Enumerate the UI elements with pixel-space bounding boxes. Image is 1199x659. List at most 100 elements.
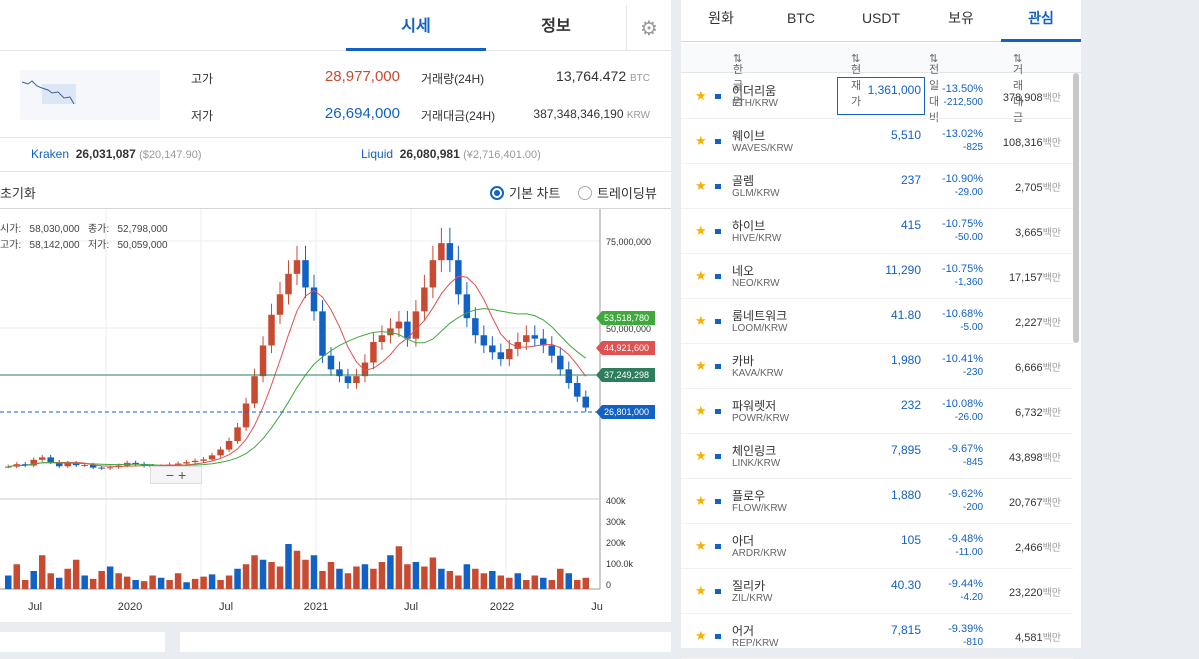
coin-change-pct: -9.39% <box>948 623 983 635</box>
candle <box>514 342 522 349</box>
list-item[interactable]: ★ 하이브 HIVE/KRW 415 -10.75% -50.00 3,665백만 <box>681 209 1073 254</box>
list-item[interactable]: ★ 네오 NEO/KRW 11,290 -10.75% -1,360 17,157백만 <box>681 254 1073 299</box>
volume-bar <box>531 575 539 589</box>
sort-price[interactable]: 현재가 ⇅ <box>851 53 862 108</box>
list-item[interactable]: ★ 웨이브 WAVES/KRW 5,510 -13.02% -825 108,316백만 <box>681 119 1073 164</box>
volume-bar <box>378 562 386 589</box>
star-icon[interactable]: ★ <box>695 448 707 463</box>
tab-favorites[interactable]: 관심 <box>1001 0 1081 42</box>
volume-bar <box>89 578 97 589</box>
sort-name[interactable]: 한글명 ⇅ <box>733 53 744 108</box>
coin-change: -212,500 <box>943 97 983 108</box>
sort-volume[interactable]: 거래대금 ⇅ <box>1013 53 1024 124</box>
star-icon[interactable]: ★ <box>695 223 707 238</box>
list-item[interactable]: ★ 골렘 GLM/KRW 237 -10.90% -29.00 2,705백만 <box>681 164 1073 209</box>
list-item[interactable]: ★ 질리카 ZIL/KRW 40.30 -9.44% -4.20 23,220백만 <box>681 569 1073 614</box>
candle <box>531 335 539 339</box>
coin-price: 5,510 <box>890 128 921 142</box>
coin-volume: 378,908백만 <box>1002 92 1061 104</box>
candle <box>523 335 530 343</box>
zoom-controls[interactable]: − + <box>150 466 202 484</box>
volume-bar <box>47 573 54 589</box>
exchange-liquid[interactable]: Liquid 26,080,981 (¥2,716,401.00) <box>361 147 541 161</box>
volume-bar <box>548 580 556 589</box>
tab-btc[interactable]: BTC <box>787 10 815 26</box>
star-icon[interactable]: ★ <box>695 583 707 598</box>
star-icon[interactable]: ★ <box>695 313 707 328</box>
star-icon[interactable]: ★ <box>695 88 707 103</box>
tab-krw[interactable]: 원화 <box>708 10 734 26</box>
list-item[interactable]: ★ 룸네트워크 LOOM/KRW 41.80 -10.68% -5.00 2,227백만 <box>681 299 1073 344</box>
star-icon[interactable]: ★ <box>695 178 707 193</box>
volume-bar <box>166 580 173 589</box>
coin-volume: 17,157백만 <box>1008 272 1061 284</box>
gear-icon[interactable]: ⚙ <box>626 5 671 51</box>
candle <box>89 464 97 468</box>
star-icon[interactable]: ★ <box>695 268 707 283</box>
tab-price[interactable]: 시세 <box>346 5 486 51</box>
coin-name: 하이브 <box>732 219 766 233</box>
volume-bar <box>327 562 335 589</box>
list-item[interactable]: ★ 체인링크 LINK/KRW 7,895 -9.67% -845 43,898백만 <box>681 434 1073 479</box>
star-icon[interactable]: ★ <box>695 358 707 373</box>
volume-bar <box>81 575 88 589</box>
coin-change-pct: -9.67% <box>948 443 983 455</box>
price-chart[interactable]: 75,000,000 50,000,000 400k 300k 200k 100.0k 0 J… <box>0 209 671 622</box>
volume-bar <box>200 576 207 589</box>
volume-bar <box>225 575 233 589</box>
coin-change: -825 <box>962 142 983 153</box>
x-tick-label: Jul <box>28 601 42 613</box>
star-icon[interactable]: ★ <box>695 133 707 148</box>
coin-volume: 20,767백만 <box>1008 497 1061 509</box>
coin-change-pct: -10.41% <box>942 353 983 365</box>
tab-usdt[interactable]: USDT <box>861 10 901 26</box>
coin-name: 골렘 <box>732 174 755 188</box>
chart-marker-icon <box>715 589 721 594</box>
list-item[interactable]: ★ 이더리움 ETH/KRW 1,361,000 -13.50% -212,500 378,… <box>681 74 1073 119</box>
star-icon[interactable]: ★ <box>695 403 707 418</box>
mini-chart <box>20 70 160 120</box>
sort-change[interactable]: 전일대비 ⇅ <box>929 53 940 124</box>
candle <box>438 243 445 261</box>
coin-change-pct: -9.44% <box>948 578 983 590</box>
candle <box>234 427 241 441</box>
volume-bar <box>149 575 156 589</box>
coin-change-pct: -9.62% <box>948 488 983 500</box>
chart-marker-icon <box>715 634 721 639</box>
volume-bar <box>285 544 292 589</box>
coin-change-pct: -13.50% <box>942 83 983 95</box>
volume-bar <box>21 580 29 589</box>
star-icon[interactable]: ★ <box>695 628 707 643</box>
tab-holdings[interactable]: 보유 <box>948 10 974 26</box>
bottom-panel-left <box>0 632 165 652</box>
reset-button[interactable]: 초기화 <box>0 186 36 201</box>
candle <box>387 328 394 336</box>
candle <box>38 457 46 460</box>
candle <box>293 260 301 274</box>
tab-info[interactable]: 정보 <box>541 18 571 35</box>
list-item[interactable]: ★ 파워렛저 POWR/KRW 232 -10.08% -26.00 6,732백만 <box>681 389 1073 434</box>
price-tag <box>596 341 655 355</box>
exchange-kraken[interactable]: Kraken 26,031,087 ($20,147.90) <box>31 147 202 161</box>
volume-bar <box>276 566 284 589</box>
chart-marker-icon <box>715 364 721 369</box>
option-basic-chart[interactable]: 기본 차트 <box>490 183 560 202</box>
candle <box>268 314 275 346</box>
price-tag <box>596 311 655 325</box>
scrollbar[interactable] <box>1073 73 1079 343</box>
coin-price: 1,980 <box>890 353 921 367</box>
candle <box>370 342 377 363</box>
star-icon[interactable]: ★ <box>695 538 707 553</box>
list-item[interactable]: ★ 카바 KAVA/KRW 1,980 -10.41% -230 6,666백만 <box>681 344 1073 389</box>
option-tradingview[interactable]: 트레이딩뷰 <box>578 183 657 202</box>
volume-tick-label: 400k <box>606 496 626 506</box>
coin-volume: 6,732백만 <box>1015 407 1061 419</box>
star-icon[interactable]: ★ <box>695 493 707 508</box>
market-tabs: 원화 BTC USDT 보유 관심 <box>681 0 1081 42</box>
list-item[interactable]: ★ 어거 REP/KRW 7,815 -9.39% -810 4,581백만 <box>681 614 1073 659</box>
list-item[interactable]: ★ 아더 ARDR/KRW 105 -9.48% -11.00 2,466백만 <box>681 524 1073 569</box>
price-tag <box>596 368 655 382</box>
price-tag-label: 44,921,600 <box>604 343 649 353</box>
list-item[interactable]: ★ 플로우 FLOW/KRW 1,880 -9.62% -200 20,767백만 <box>681 479 1073 524</box>
coin-change: -29.00 <box>954 187 983 198</box>
